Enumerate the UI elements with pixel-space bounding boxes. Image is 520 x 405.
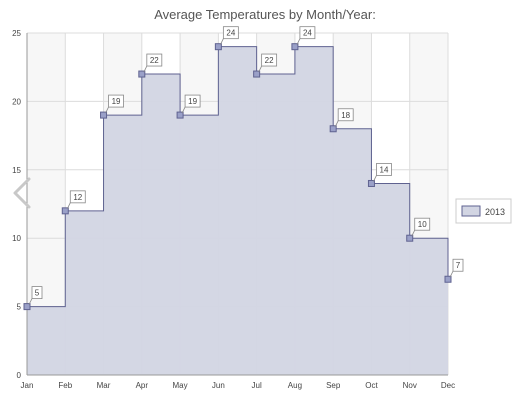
data-point [406, 234, 414, 242]
data-markers [23, 43, 452, 311]
x-tick-label: Jun [212, 381, 225, 390]
data-label-connector [28, 298, 33, 305]
y-tick-label: 20 [12, 97, 21, 106]
data-label: 22 [150, 56, 159, 65]
data-label-connector [181, 106, 186, 114]
data-label-connector [449, 271, 454, 278]
data-label-connector [258, 65, 262, 73]
x-tick-label: Dec [441, 381, 455, 390]
data-label-box [108, 94, 124, 108]
chevron-left-icon[interactable] [13, 177, 31, 209]
x-tick-label: Mar [97, 381, 111, 390]
x-tick-label: Sep [326, 381, 341, 390]
data-point [253, 70, 261, 78]
data-label: 19 [188, 97, 197, 106]
data-label-connector [143, 65, 148, 73]
data-label: 22 [265, 56, 274, 65]
data-point [329, 125, 337, 133]
x-tick-label: Jul [252, 381, 262, 390]
y-tick-label: 10 [12, 234, 21, 243]
data-label-connector [66, 202, 71, 210]
data-point [176, 111, 184, 119]
x-tick-label: Oct [365, 381, 378, 390]
data-label-box [184, 94, 201, 108]
data-label-box [222, 26, 239, 40]
data-label: 14 [380, 165, 389, 174]
x-tick-label: Nov [403, 381, 417, 390]
data-point [291, 43, 299, 51]
data-point [367, 179, 375, 187]
x-tick-label: Aug [288, 381, 302, 390]
data-label: 12 [73, 193, 82, 202]
data-point [61, 207, 69, 215]
data-label-connector [411, 230, 416, 237]
x-tick-label: Apr [136, 381, 149, 390]
data-label-connector [296, 38, 301, 45]
chart-title: Average Temperatures by Month/Year: [154, 7, 376, 22]
data-label-box [414, 217, 431, 231]
data-label-connector [220, 38, 224, 45]
data-label-box [69, 190, 86, 204]
x-tick-label: May [173, 381, 188, 390]
data-point [214, 43, 222, 51]
data-label: 24 [226, 29, 235, 38]
y-tick-label: 25 [12, 29, 21, 38]
y-tick-label: 5 [17, 303, 22, 312]
series-area [27, 46, 449, 376]
data-label: 19 [112, 97, 121, 106]
data-label-box [31, 286, 43, 300]
data-label-connector [373, 175, 377, 182]
y-tick-label: 15 [12, 166, 21, 175]
data-point [444, 275, 452, 283]
data-label: 24 [303, 29, 312, 38]
y-tick-label: 0 [17, 371, 22, 380]
data-label-connector [334, 120, 339, 127]
data-labels: 5 12 19 22 19 24 22 24 18 14 10 7 [28, 26, 464, 305]
legend: 2013 [455, 198, 512, 224]
data-label-connector [105, 106, 109, 114]
data-label-box [261, 53, 278, 67]
series-line [27, 46, 449, 308]
x-tick-label: Jan [21, 381, 34, 390]
data-label: 7 [456, 261, 461, 270]
data-label-box [376, 163, 392, 176]
data-point [100, 111, 108, 119]
x-tick-label: Feb [58, 381, 72, 390]
data-label: 5 [35, 289, 40, 298]
legend-label: 2013 [485, 207, 505, 217]
tick-labels: 0 5 10 15 20 25 Jan Feb Mar Apr May Jun Jul Aug Sep Oct… [12, 29, 455, 390]
data-label-box [337, 108, 354, 122]
data-point [23, 303, 31, 311]
data-point [138, 70, 146, 78]
data-label-box [299, 26, 316, 40]
data-label-box [452, 258, 464, 272]
data-label: 10 [418, 220, 427, 229]
legend-swatch [461, 205, 481, 217]
data-label-box [146, 53, 163, 67]
data-label: 18 [341, 111, 350, 120]
